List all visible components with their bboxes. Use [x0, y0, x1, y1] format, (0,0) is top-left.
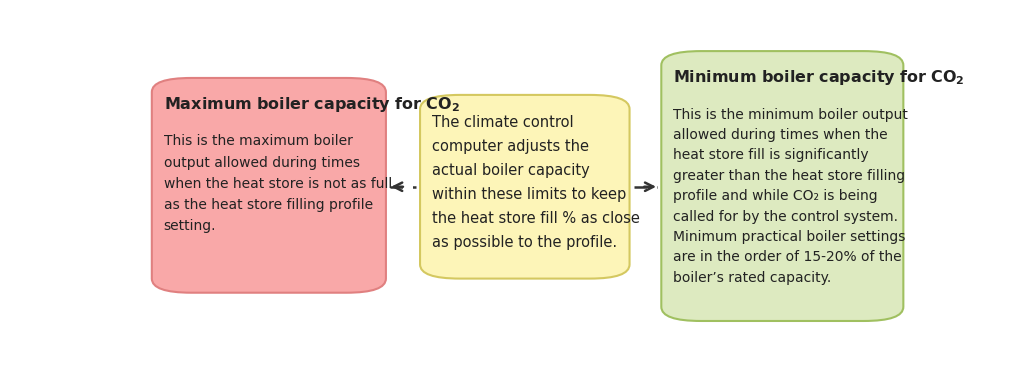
- FancyBboxPatch shape: [662, 51, 903, 321]
- Text: $\mathbf{Maximum\ boiler\ capacity\ for\ CO_2}$: $\mathbf{Maximum\ boiler\ capacity\ for\…: [164, 95, 460, 114]
- FancyBboxPatch shape: [420, 95, 630, 279]
- Text: This is the minimum boiler output
allowed during times when the
heat store fill : This is the minimum boiler output allowe…: [673, 108, 908, 285]
- FancyBboxPatch shape: [152, 78, 386, 293]
- Text: This is the maximum boiler
output allowed during times
when the heat store is no: This is the maximum boiler output allowe…: [164, 134, 392, 233]
- Text: The climate control
computer adjusts the
actual boiler capacity
within these lim: The climate control computer adjusts the…: [432, 115, 640, 250]
- Text: $\mathbf{Minimum\ boiler\ capacity\ for\ CO_2}$: $\mathbf{Minimum\ boiler\ capacity\ for\…: [673, 68, 965, 87]
